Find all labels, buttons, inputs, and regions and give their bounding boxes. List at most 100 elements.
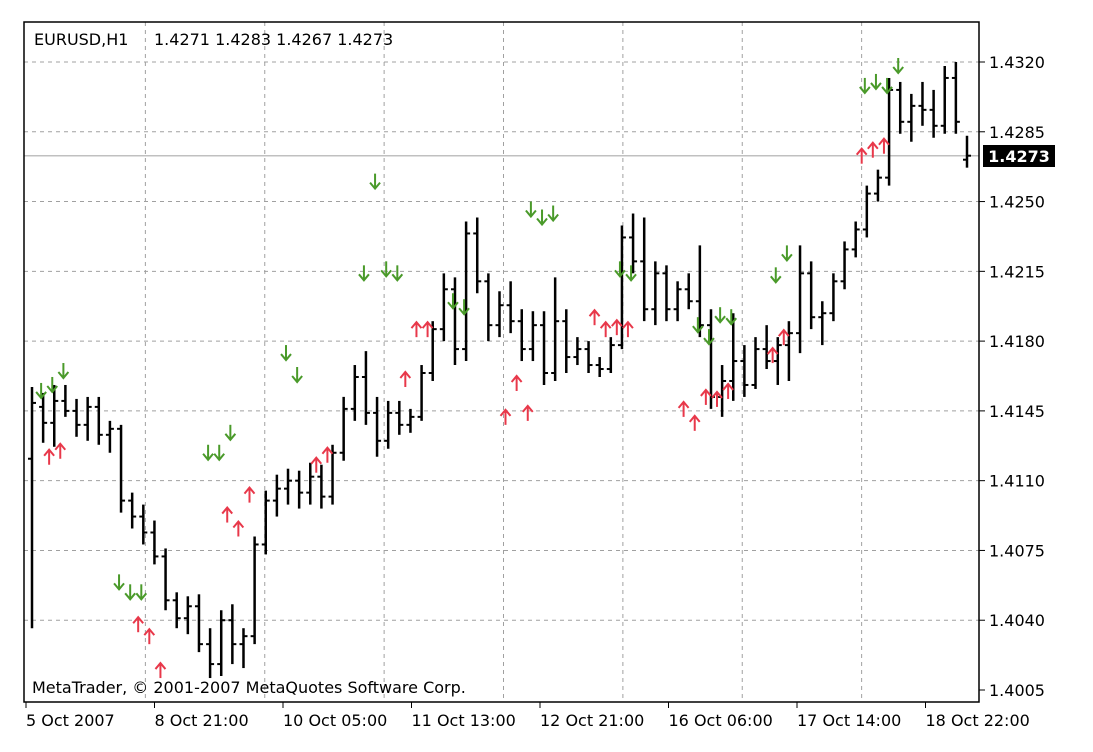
ohlc-bar [784,321,793,381]
ohlc-bar [840,241,849,290]
x-tick-label: 5 Oct 2007 [26,711,115,730]
ohlc-bar [28,386,36,629]
buy-arrow [221,505,233,523]
ohlc-bar [929,89,938,138]
ohlc-bar [217,610,226,677]
buy-arrow [132,615,144,633]
y-tick-label: 1.4145 [989,402,1045,421]
ohlc-bar [729,313,738,401]
sell-arrow [391,265,404,282]
current-price-tag [983,145,1055,167]
symbol-label: EURUSD,H1 [34,30,128,49]
sell-arrow [770,267,782,284]
ohlc-bar [261,490,270,555]
ohlc-bar [61,384,70,417]
buy-arrow [321,446,334,463]
ohlc-bar [450,277,459,366]
sell-arrow [369,173,381,191]
ohlc-bar [39,392,48,443]
buy-arrow [410,320,423,338]
ohlc-bar [528,311,537,362]
sell-arrow [536,209,548,227]
ohlc-bar [517,309,526,362]
ohlc-bar [818,301,827,346]
ohlc-bar [963,135,971,168]
signal-arrows [35,57,904,679]
sell-arrow [202,444,214,462]
buy-arrow [588,308,601,326]
ohlc-bar [573,337,582,366]
sell-arrow [280,345,292,362]
ohlc-bar [428,321,437,381]
ohlc-bar [339,396,348,461]
ohlc-bar [50,384,59,447]
buy-arrow [43,448,55,465]
ohlc-bar [317,464,326,509]
ohlc-bar [851,221,860,258]
ohlc-bar [684,273,693,310]
sell-arrow [213,444,225,462]
sell-arrow [458,299,470,316]
ohlc-bar [228,604,237,665]
ohlc-bar [284,468,293,505]
buy-arrow [855,147,868,164]
buy-arrow [521,404,534,421]
ohlc-bar [183,596,192,635]
ohlc-bar [562,309,571,374]
ohlc-bar [395,400,404,435]
y-tick-label: 1.4250 [989,193,1045,212]
ohlc-bars [28,62,971,679]
ohlc-bar [773,337,782,385]
sell-arrow [46,376,59,394]
ohlc-bar [94,396,103,445]
buy-arrow [421,320,434,338]
ohlc-bar [83,396,92,441]
y-tick-label: 1.4180 [989,332,1045,351]
buy-arrow [611,318,623,336]
ohlc-bar [473,217,482,294]
ohlc-readout: 1.4271 1.4283 1.4267 1.4273 [154,30,393,49]
y-tick-label: 1.4215 [989,262,1045,281]
ohlc-bar [740,345,749,397]
x-tick-label: 16 Oct 06:00 [669,711,773,730]
sell-arrow [447,293,459,310]
sell-arrow [525,201,537,219]
x-tick-label: 10 Oct 05:00 [283,711,387,730]
ohlc-bar [161,548,170,611]
sell-arrow [859,77,871,95]
ohlc-bar [495,291,504,338]
buy-arrow [510,374,523,391]
ohlc-bar [662,265,671,322]
buy-arrow [778,328,790,346]
buy-arrow [622,320,634,338]
price-axis: 1.4320 1.4285 1.4250 1.4215 1.4180 1.4145 1.41… [979,53,1045,700]
ohlc-bar [128,492,137,529]
sell-arrow [57,363,70,380]
sell-arrow [380,261,392,278]
ohlc-bar [829,273,838,322]
buy-arrow [688,414,701,431]
ohlc-bar [595,357,604,377]
buy-arrow [54,442,67,459]
ohlc-bar [506,281,515,334]
ohlc-bar [551,277,560,381]
ohlc-bar [361,351,370,425]
ohlc-bar [896,81,905,134]
ohlc-bar [940,65,949,134]
ohlc-bar [751,337,760,389]
ohlc-bar [250,536,259,645]
buy-arrow [700,388,712,405]
sell-arrow [881,77,893,95]
ohlc-bar [306,462,315,505]
sell-arrow [714,307,726,324]
ohlc-bar [272,474,281,517]
ohlc-bar [762,325,771,370]
sell-arrow [135,584,148,601]
buy-arrow [867,141,879,158]
plot-frame [23,21,980,703]
buy-arrow [232,519,245,537]
ohlc-bar [651,261,660,326]
buy-arrow [310,456,323,473]
sell-arrow [703,329,715,346]
